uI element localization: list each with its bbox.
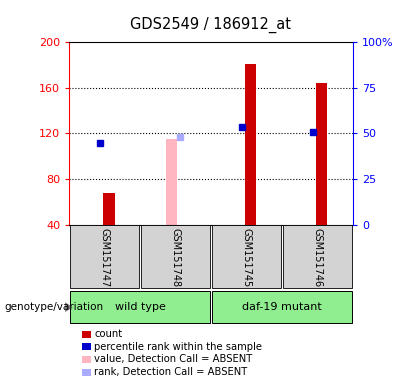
- Text: count: count: [94, 329, 123, 339]
- Bar: [165, 139, 177, 225]
- Bar: [316, 83, 327, 225]
- Text: percentile rank within the sample: percentile rank within the sample: [94, 342, 262, 352]
- Text: GSM151745: GSM151745: [241, 228, 252, 287]
- Text: GSM151746: GSM151746: [312, 228, 323, 287]
- Text: GSM151748: GSM151748: [171, 228, 181, 287]
- Text: rank, Detection Call = ABSENT: rank, Detection Call = ABSENT: [94, 367, 248, 377]
- Text: daf-19 mutant: daf-19 mutant: [242, 302, 322, 312]
- Text: genotype/variation: genotype/variation: [4, 302, 103, 312]
- Bar: [103, 193, 115, 225]
- Bar: [245, 64, 257, 225]
- Text: value, Detection Call = ABSENT: value, Detection Call = ABSENT: [94, 354, 253, 364]
- Text: GDS2549 / 186912_at: GDS2549 / 186912_at: [129, 17, 291, 33]
- Text: wild type: wild type: [115, 302, 165, 312]
- Text: GSM151747: GSM151747: [100, 228, 110, 287]
